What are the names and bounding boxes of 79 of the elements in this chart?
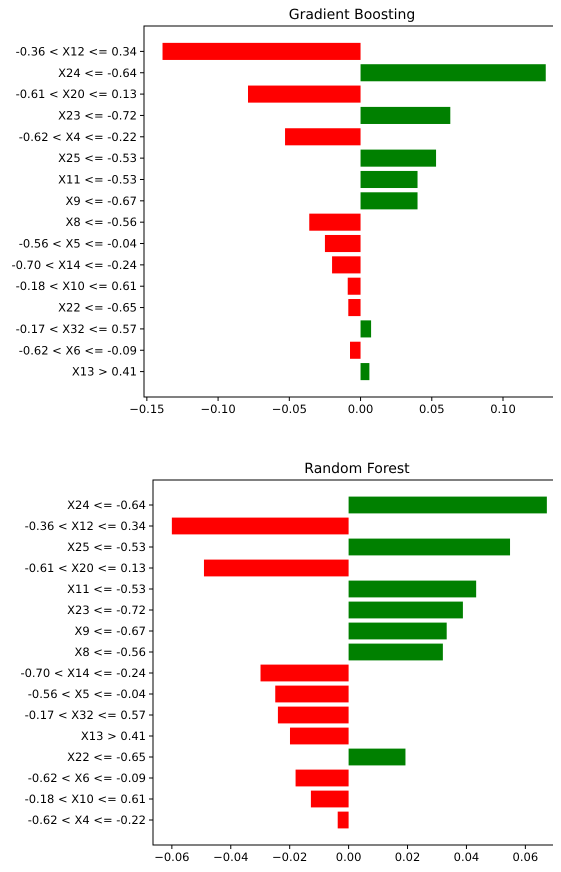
bar — [348, 748, 406, 766]
y-tick-label: X9 <= -0.67 — [65, 194, 137, 208]
y-tick-label: X25 <= -0.53 — [67, 540, 146, 554]
y-tick-label: -0.56 < X5 <= -0.04 — [28, 687, 146, 702]
y-tick-label: -0.70 < X14 <= -0.24 — [20, 666, 146, 680]
chart-title: Gradient Boosting — [288, 7, 416, 23]
bar — [360, 64, 546, 82]
y-tick-label: -0.18 < X10 <= 0.61 — [16, 279, 137, 294]
y-tick-label: X23 <= -0.72 — [58, 108, 137, 122]
bar — [338, 812, 349, 828]
bar — [296, 770, 349, 786]
x-tick-label: 0.06 — [512, 850, 538, 864]
bar — [350, 342, 361, 359]
y-tick-label: X23 <= -0.72 — [67, 603, 146, 618]
bar — [360, 363, 370, 380]
y-tick-label: -0.62 < X6 <= -0.09 — [28, 771, 146, 786]
y-tick-label: X24 <= -0.64 — [67, 498, 146, 512]
bar — [260, 664, 349, 682]
y-tick-label: -0.61 < X20 <= 0.13 — [24, 561, 146, 576]
y-tick-label: -0.70 < X14 <= -0.24 — [11, 258, 137, 272]
bar — [348, 299, 361, 316]
x-tick-label: −0.02 — [272, 850, 308, 864]
y-tick-label: -0.36 < X12 <= 0.34 — [24, 519, 146, 534]
y-tick-label: -0.61 < X20 <= 0.13 — [16, 87, 137, 102]
bar — [348, 602, 463, 618]
bar — [204, 560, 349, 576]
x-tick-label: 0.04 — [454, 850, 480, 864]
bar — [348, 278, 361, 295]
y-tick-label: X22 <= -0.65 — [58, 300, 137, 315]
y-tick-label: -0.36 < X12 <= 0.34 — [16, 44, 137, 58]
bar — [348, 580, 476, 598]
bar — [162, 42, 361, 60]
y-tick-label: X13 > 0.41 — [72, 364, 137, 379]
y-tick-label: X11 <= -0.53 — [58, 172, 137, 187]
y-tick-label: -0.17 < X32 <= 0.57 — [24, 708, 146, 722]
y-tick-label: X8 <= -0.56 — [65, 215, 137, 230]
bar — [360, 106, 450, 124]
bar — [324, 234, 361, 252]
x-tick-label: −0.05 — [272, 402, 307, 416]
x-tick-label: −0.10 — [200, 402, 236, 416]
y-tick-label: X11 <= -0.53 — [67, 582, 146, 596]
y-tick-label: -0.18 < X10 <= 0.61 — [24, 792, 146, 806]
bar — [348, 538, 510, 556]
bar — [360, 170, 418, 188]
x-tick-label: −0.06 — [154, 850, 190, 864]
y-tick-label: -0.62 < X4 <= -0.22 — [28, 813, 146, 828]
bar — [360, 320, 372, 338]
bar — [360, 150, 436, 167]
y-tick-label: -0.56 < X5 <= -0.04 — [18, 236, 137, 251]
x-tick-label: 0.00 — [336, 850, 362, 864]
bar — [348, 496, 547, 514]
bar — [332, 256, 361, 274]
bar — [278, 706, 349, 724]
y-tick-label: X22 <= -0.65 — [67, 750, 146, 764]
chart-title: Random Forest — [304, 461, 410, 477]
y-tick-label: X24 <= -0.64 — [58, 66, 137, 80]
y-tick-label: X13 > 0.41 — [80, 729, 146, 744]
bar — [360, 192, 418, 210]
y-tick-label: X9 <= -0.67 — [74, 624, 146, 638]
y-tick-label: -0.62 < X4 <= -0.22 — [18, 130, 137, 144]
y-tick-label: -0.17 < X32 <= 0.57 — [16, 322, 137, 336]
bar — [248, 86, 361, 103]
bar — [172, 518, 349, 534]
x-tick-label: −0.04 — [213, 850, 248, 864]
bar — [285, 128, 361, 146]
x-tick-label: 0.10 — [490, 402, 516, 416]
bar — [275, 686, 349, 702]
bar — [290, 728, 349, 744]
y-tick-label: -0.62 < X6 <= -0.09 — [18, 343, 137, 358]
y-tick-label: X25 <= -0.53 — [58, 151, 137, 166]
bar — [310, 790, 349, 808]
x-tick-label: −0.15 — [129, 402, 164, 416]
x-tick-label: 0.05 — [418, 402, 445, 416]
x-tick-label: 0.02 — [394, 850, 420, 864]
bar — [309, 214, 361, 231]
x-tick-label: 0.00 — [348, 402, 374, 416]
bar — [348, 622, 447, 640]
bar — [348, 644, 443, 660]
y-tick-label: X8 <= -0.56 — [74, 645, 146, 660]
